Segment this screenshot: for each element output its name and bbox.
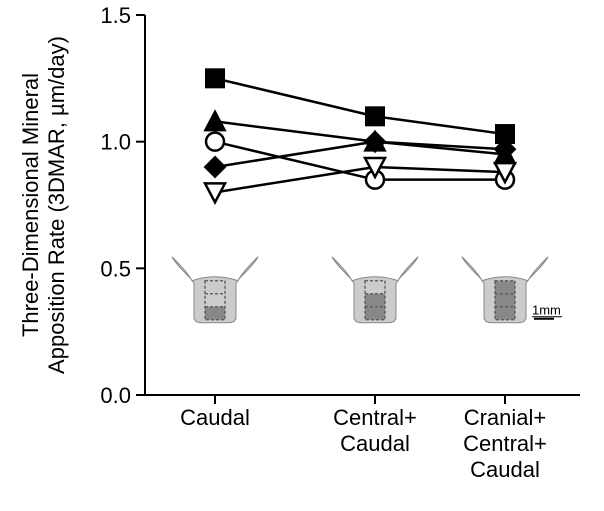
vertebra-insets: 1mm [172,257,562,323]
marker-square-filled [366,107,384,125]
chart-root: Three-Dimensional Mineral Apposition Rat… [0,0,604,511]
series-line [215,121,505,154]
x-category-label: Central+ [333,405,417,430]
y-axis-label-line1: Three-Dimensional Mineral [18,73,43,337]
y-tick-label: 0.0 [100,383,131,408]
y-axis-label: Three-Dimensional Mineral Apposition Rat… [18,36,69,374]
x-category-label: Central+ [463,431,547,456]
voi-highlight [495,307,515,320]
voi-highlight [205,307,225,320]
voi-highlight [365,307,385,320]
marker-square-filled [206,69,224,87]
series-line [215,142,505,167]
plot-area [205,69,515,202]
voi-highlight [495,294,515,307]
chart-svg: Three-Dimensional Mineral Apposition Rat… [0,0,604,511]
marker-triangle-filled [205,111,225,130]
marker-triangle-open-down [205,183,225,202]
marker-diamond-filled [205,157,225,177]
axes: 0.0 0.5 1.0 1.5 [100,3,580,408]
x-category-label: Caudal [180,405,250,430]
scale-bar-label: 1mm [532,303,561,318]
x-category-label: Caudal [340,431,410,456]
voi-highlight [495,281,515,294]
x-category-label: Caudal [470,457,540,482]
y-tick-label: 0.5 [100,256,131,281]
y-tick-label: 1.5 [100,3,131,28]
voi-highlight [365,294,385,307]
y-tick-label: 1.0 [100,130,131,155]
x-category-label: Cranial+ [464,405,547,430]
marker-circle-open [206,133,224,151]
x-axis-labels: CaudalCentral+CaudalCranial+Central+Caud… [180,405,547,482]
y-axis-label-line2: Apposition Rate (3DMAR, µm/day) [44,36,69,374]
